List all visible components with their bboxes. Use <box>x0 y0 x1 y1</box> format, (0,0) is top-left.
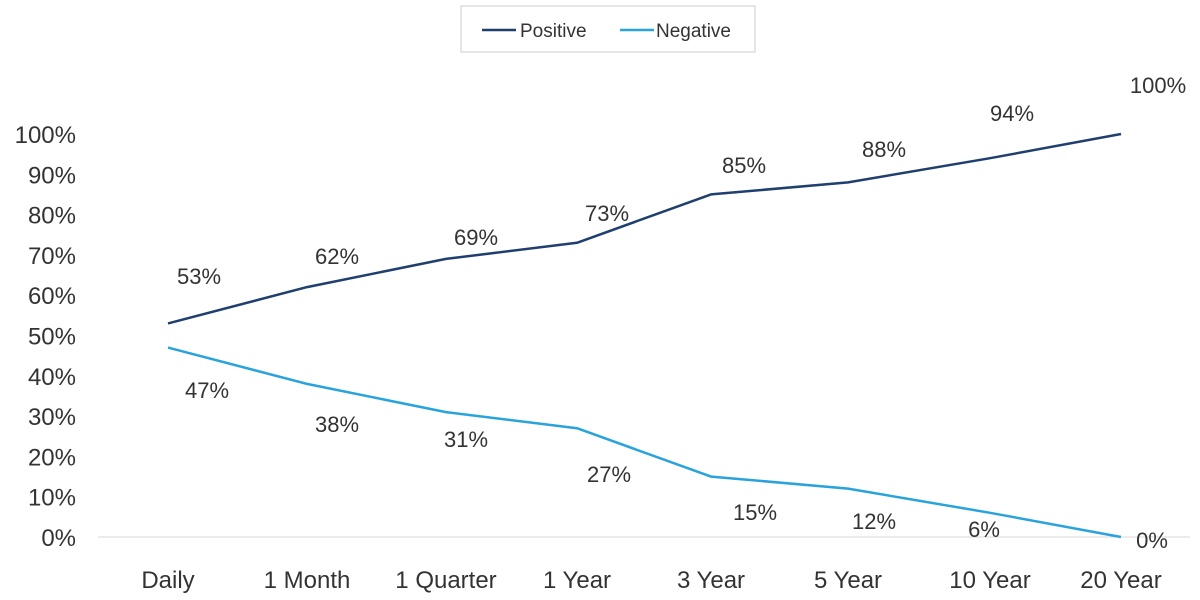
data-labels: 53% 62% 69% 73% 85% 88% 94% 100% 47% 38% 31% 27% 15%… <box>177 73 1186 553</box>
y-tick-label: 100% <box>15 122 76 149</box>
x-tick-label: 1 Year <box>543 567 611 594</box>
series-lines <box>167 132 1122 539</box>
y-tick-label: 80% <box>28 203 76 230</box>
x-tick-label: 1 Month <box>264 567 351 594</box>
y-axis-ticks: 0% 10% 20% 30% 40% 50% 60% 70% 80% 90% 100% <box>15 122 76 552</box>
x-tick-label: 10 Year <box>949 567 1030 594</box>
data-label-negative: 12% <box>852 509 896 534</box>
data-label-negative: 31% <box>444 427 488 452</box>
y-tick-label: 20% <box>28 444 76 471</box>
y-tick-label: 60% <box>28 283 76 310</box>
legend-label-positive: Positive <box>520 21 587 42</box>
data-label-positive: 53% <box>177 264 221 289</box>
y-tick-label: 10% <box>28 485 76 512</box>
data-label-positive: 88% <box>862 137 906 162</box>
y-tick-label: 50% <box>28 324 76 351</box>
y-tick-label: 70% <box>28 243 76 270</box>
legend-label-negative: Negative <box>656 21 731 42</box>
data-label-negative: 6% <box>968 517 1000 542</box>
data-label-positive: 62% <box>315 244 359 269</box>
data-label-positive: 85% <box>722 153 766 178</box>
data-label-negative: 27% <box>587 462 631 487</box>
data-label-positive: 73% <box>585 201 629 226</box>
data-label-positive: 100% <box>1130 73 1186 98</box>
series-line-negative <box>167 346 1122 539</box>
x-tick-label: 5 Year <box>814 567 882 594</box>
y-tick-label: 30% <box>28 404 76 431</box>
y-tick-label: 90% <box>28 162 76 189</box>
data-label-negative: 15% <box>733 500 777 525</box>
y-tick-label: 40% <box>28 364 76 391</box>
series-line-positive <box>167 132 1122 325</box>
data-label-negative: 0% <box>1136 528 1168 553</box>
data-label-negative: 38% <box>315 412 359 437</box>
x-tick-label: 20 Year <box>1080 567 1161 594</box>
data-label-negative: 47% <box>185 378 229 403</box>
data-label-positive: 69% <box>454 225 498 250</box>
x-tick-label: Daily <box>141 567 194 594</box>
y-tick-label: 0% <box>41 525 76 552</box>
x-tick-label: 3 Year <box>677 567 745 594</box>
legend: Positive Negative <box>460 5 756 53</box>
x-tick-label: 1 Quarter <box>395 567 496 594</box>
x-axis-ticks: Daily 1 Month 1 Quarter 1 Year 3 Year 5 Year 1… <box>141 567 1161 594</box>
data-label-positive: 94% <box>990 101 1034 126</box>
